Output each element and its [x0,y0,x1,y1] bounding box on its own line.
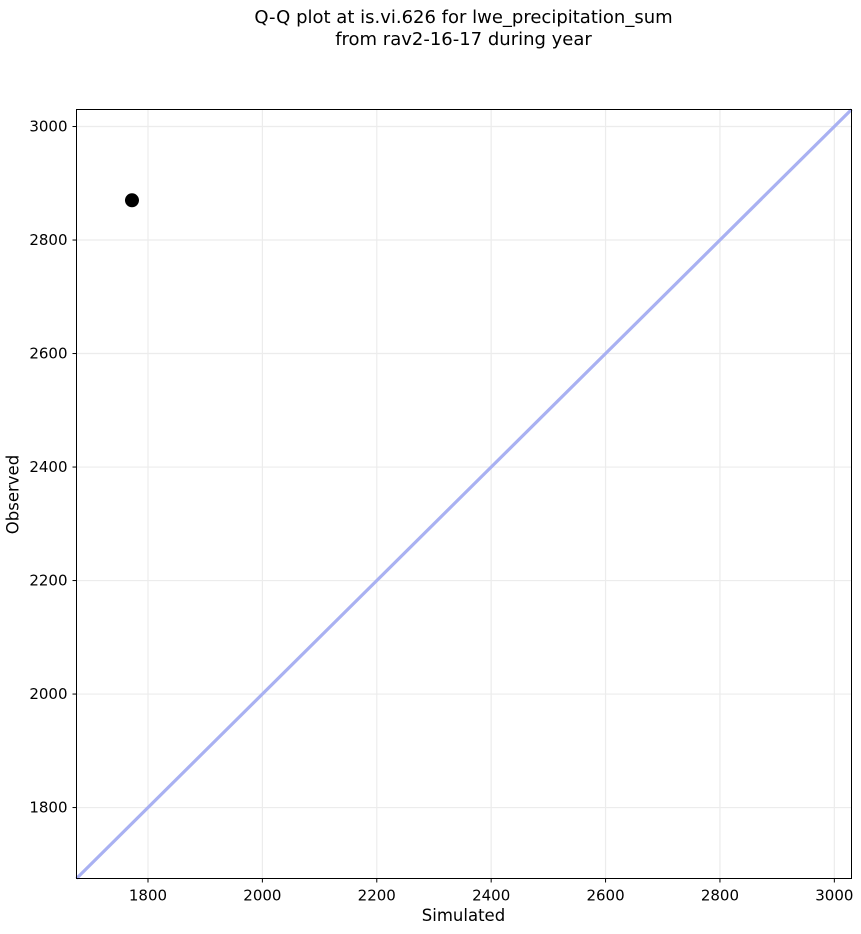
y-tick-label: 1800 [29,799,67,817]
data-point [124,193,139,208]
y-tick-label: 3000 [29,118,67,136]
chart-title: Q-Q plot at is.vi.626 for lwe_precipitat… [76,7,851,51]
y-tick-label: 2800 [29,231,67,249]
chart-title-line-2: from rav2-16-17 during year [335,29,592,50]
y-tick-label: 2400 [29,458,67,476]
plot-border [76,109,852,879]
x-tick-label: 2400 [472,887,510,905]
y-axis-label: Observed [3,454,23,535]
x-tick-label: 2600 [586,887,624,905]
identity-line [75,108,853,880]
x-tick-label: 2000 [243,887,281,905]
y-tick-label: 2200 [29,572,67,590]
y-tick-label: 2600 [29,345,67,363]
x-tick-label: 3000 [815,887,853,905]
x-axis-label: Simulated [421,906,506,925]
x-tick-label: 2200 [358,887,396,905]
y-tick-label: 2000 [29,685,67,703]
x-tick-label: 1800 [129,887,167,905]
x-tick-label: 2800 [701,887,739,905]
chart-title-line-1: Q-Q plot at is.vi.626 for lwe_precipitat… [254,7,673,28]
